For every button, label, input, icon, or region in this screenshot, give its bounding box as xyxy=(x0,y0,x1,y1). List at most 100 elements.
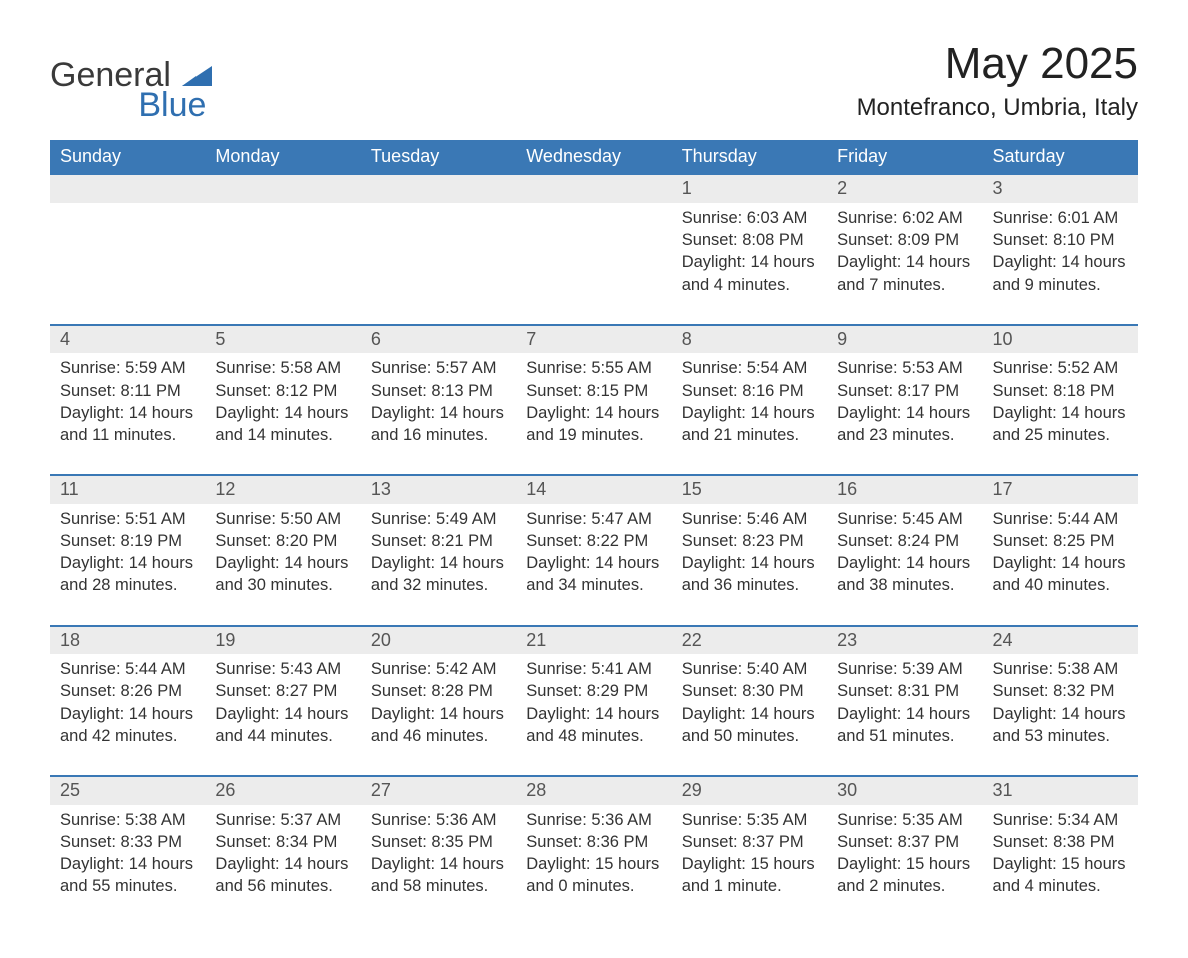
sunrise-line: Sunrise: 5:49 AM xyxy=(371,508,506,530)
sunset-line: Sunset: 8:12 PM xyxy=(215,380,350,402)
sunset-line: Sunset: 8:17 PM xyxy=(837,380,972,402)
day-content-cell xyxy=(205,203,360,325)
sunset-line: Sunset: 8:35 PM xyxy=(371,831,506,853)
sunset-line: Sunset: 8:31 PM xyxy=(837,680,972,702)
day-number: 7 xyxy=(526,329,536,349)
day-number-cell: 13 xyxy=(361,475,516,503)
daylight-line: Daylight: 14 hours and 34 minutes. xyxy=(526,552,661,597)
day-number-cell: 12 xyxy=(205,475,360,503)
daylight-line: Daylight: 15 hours and 0 minutes. xyxy=(526,853,661,898)
sunset-line: Sunset: 8:18 PM xyxy=(993,380,1128,402)
day-content-cell: Sunrise: 5:35 AMSunset: 8:37 PMDaylight:… xyxy=(672,805,827,908)
day-number: 16 xyxy=(837,479,857,499)
day-number: 19 xyxy=(215,630,235,650)
day-content-cell: Sunrise: 5:47 AMSunset: 8:22 PMDaylight:… xyxy=(516,504,671,626)
day-content-cell: Sunrise: 5:38 AMSunset: 8:32 PMDaylight:… xyxy=(983,654,1138,776)
day-number: 23 xyxy=(837,630,857,650)
day-content-cell: Sunrise: 5:34 AMSunset: 8:38 PMDaylight:… xyxy=(983,805,1138,908)
sunrise-line: Sunrise: 6:01 AM xyxy=(993,207,1128,229)
day-header: Thursday xyxy=(672,140,827,174)
sunset-line: Sunset: 8:19 PM xyxy=(60,530,195,552)
day-number-cell: 10 xyxy=(983,325,1138,353)
sunset-line: Sunset: 8:26 PM xyxy=(60,680,195,702)
day-number-cell: 6 xyxy=(361,325,516,353)
sunset-line: Sunset: 8:37 PM xyxy=(682,831,817,853)
daylight-line: Daylight: 14 hours and 32 minutes. xyxy=(371,552,506,597)
day-number: 17 xyxy=(993,479,1013,499)
sunrise-line: Sunrise: 5:39 AM xyxy=(837,658,972,680)
sunrise-line: Sunrise: 6:03 AM xyxy=(682,207,817,229)
page-header: General Blue May 2025 Montefranco, Umbri… xyxy=(50,40,1138,122)
calendar-page: General Blue May 2025 Montefranco, Umbri… xyxy=(0,0,1188,958)
day-number: 15 xyxy=(682,479,702,499)
sunrise-line: Sunrise: 5:36 AM xyxy=(526,809,661,831)
day-content-cell: Sunrise: 5:44 AMSunset: 8:26 PMDaylight:… xyxy=(50,654,205,776)
sunrise-line: Sunrise: 5:35 AM xyxy=(837,809,972,831)
day-number: 22 xyxy=(682,630,702,650)
daylight-line: Daylight: 14 hours and 51 minutes. xyxy=(837,703,972,748)
week-content-row: Sunrise: 6:03 AMSunset: 8:08 PM Daylight:… xyxy=(50,203,1138,325)
day-number: 13 xyxy=(371,479,391,499)
sunset-line: Sunset: 8:20 PM xyxy=(215,530,350,552)
daylight-line: Daylight: 14 hours and 7 minutes. xyxy=(837,251,972,296)
day-number-cell: 15 xyxy=(672,475,827,503)
daylight-line: Daylight: 14 hours and 55 minutes. xyxy=(60,853,195,898)
day-number-cell: 27 xyxy=(361,776,516,804)
day-number-cell: 22 xyxy=(672,626,827,654)
day-number-cell: 25 xyxy=(50,776,205,804)
daylight-line: Daylight: 14 hours and 58 minutes. xyxy=(371,853,506,898)
day-number: 8 xyxy=(682,329,692,349)
day-number-cell: 1 xyxy=(672,174,827,202)
sunset-line: Sunset: 8:33 PM xyxy=(60,831,195,853)
day-content-cell: Sunrise: 5:36 AMSunset: 8:36 PMDaylight:… xyxy=(516,805,671,908)
daylight-line: Daylight: 15 hours and 4 minutes. xyxy=(993,853,1128,898)
title-block: May 2025 Montefranco, Umbria, Italy xyxy=(857,40,1138,122)
sunset-line: Sunset: 8:36 PM xyxy=(526,831,661,853)
day-header: Tuesday xyxy=(361,140,516,174)
week-daynum-row: 18192021222324 xyxy=(50,626,1138,654)
sunset-line: Sunset: 8:27 PM xyxy=(215,680,350,702)
daylight-line: Daylight: 15 hours and 2 minutes. xyxy=(837,853,972,898)
day-content-cell: Sunrise: 6:03 AMSunset: 8:08 PMDaylight:… xyxy=(672,203,827,325)
day-content-cell: Sunrise: 5:59 AMSunset: 8:11 PMDaylight:… xyxy=(50,353,205,475)
daylight-line: Daylight: 14 hours and 21 minutes. xyxy=(682,402,817,447)
page-title: May 2025 xyxy=(857,40,1138,88)
day-content-cell: Sunrise: 5:55 AMSunset: 8:15 PMDaylight:… xyxy=(516,353,671,475)
sunrise-line: Sunrise: 5:44 AM xyxy=(60,658,195,680)
sunrise-line: Sunrise: 5:46 AM xyxy=(682,508,817,530)
day-number: 20 xyxy=(371,630,391,650)
day-header: Wednesday xyxy=(516,140,671,174)
sunrise-line: Sunrise: 5:59 AM xyxy=(60,357,195,379)
day-header: Sunday xyxy=(50,140,205,174)
sunset-line: Sunset: 8:24 PM xyxy=(837,530,972,552)
day-number-cell: 26 xyxy=(205,776,360,804)
sunset-line: Sunset: 8:11 PM xyxy=(60,380,195,402)
daylight-line: Daylight: 14 hours and 11 minutes. xyxy=(60,402,195,447)
sunrise-line: Sunrise: 5:43 AM xyxy=(215,658,350,680)
daylight-line: Daylight: 14 hours and 40 minutes. xyxy=(993,552,1128,597)
week-content-row: Sunrise: 5:51 AMSunset: 8:19 PMDaylight:… xyxy=(50,504,1138,626)
day-number-cell: 19 xyxy=(205,626,360,654)
week-daynum-row: 25262728293031 xyxy=(50,776,1138,804)
daylight-line: Daylight: 14 hours and 14 minutes. xyxy=(215,402,350,447)
day-number: 14 xyxy=(526,479,546,499)
sunset-line: Sunset: 8:29 PM xyxy=(526,680,661,702)
daylight-line: Daylight: 14 hours and 53 minutes. xyxy=(993,703,1128,748)
day-number-cell: 30 xyxy=(827,776,982,804)
daylight-line: Daylight: 14 hours and 28 minutes. xyxy=(60,552,195,597)
sunset-line: Sunset: 8:08 PM xyxy=(682,229,817,251)
day-number: 25 xyxy=(60,780,80,800)
day-content-cell: Sunrise: 5:51 AMSunset: 8:19 PMDaylight:… xyxy=(50,504,205,626)
sunset-line: Sunset: 8:28 PM xyxy=(371,680,506,702)
day-header: Monday xyxy=(205,140,360,174)
daylight-line: Daylight: 14 hours and 30 minutes. xyxy=(215,552,350,597)
day-content-cell: Sunrise: 5:50 AMSunset: 8:20 PMDaylight:… xyxy=(205,504,360,626)
day-content-cell: Sunrise: 5:39 AMSunset: 8:31 PMDaylight:… xyxy=(827,654,982,776)
day-content-cell: Sunrise: 5:43 AMSunset: 8:27 PMDaylight:… xyxy=(205,654,360,776)
sunset-line: Sunset: 8:21 PM xyxy=(371,530,506,552)
day-content-cell xyxy=(50,203,205,325)
sunrise-line: Sunrise: 5:50 AM xyxy=(215,508,350,530)
sunrise-line: Sunrise: 5:57 AM xyxy=(371,357,506,379)
day-header: Saturday xyxy=(983,140,1138,174)
sunrise-line: Sunrise: 5:44 AM xyxy=(993,508,1128,530)
